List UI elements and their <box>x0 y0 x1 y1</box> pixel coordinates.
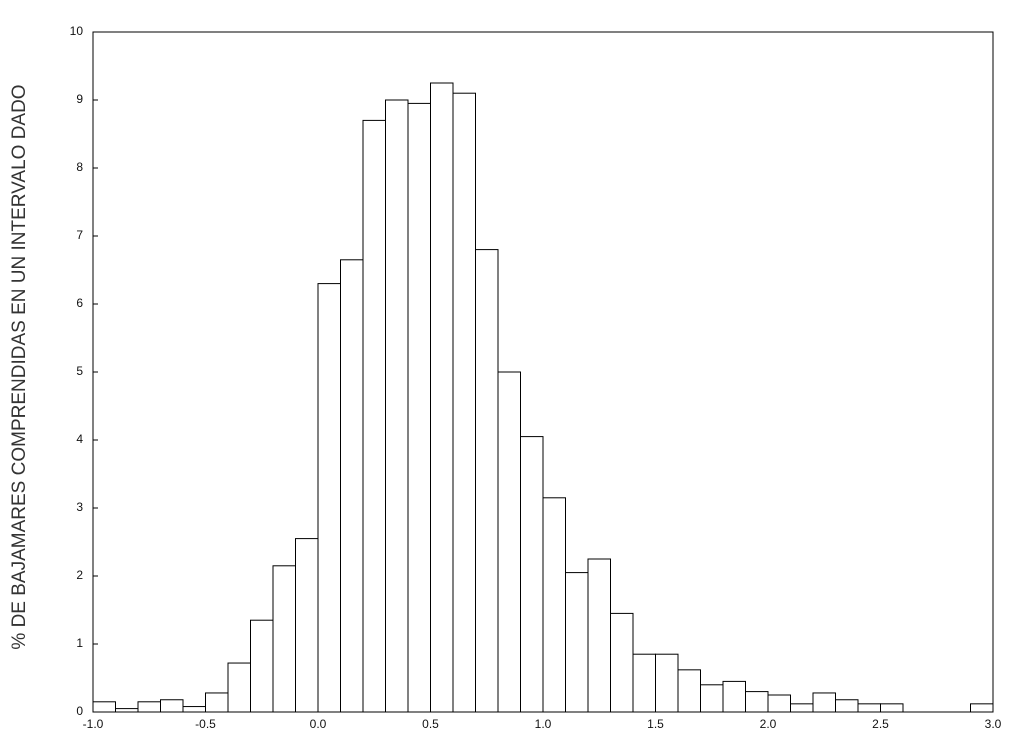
bar <box>767 694 791 713</box>
bar <box>340 259 364 713</box>
bar <box>115 708 139 713</box>
y-tick-label: 5 <box>76 364 83 378</box>
x-tick-label: 3.0 <box>985 717 1002 731</box>
bar <box>137 701 161 713</box>
y-tick-label: 9 <box>76 92 83 106</box>
y-tick-label: 7 <box>76 228 83 242</box>
bar <box>205 692 229 713</box>
bar <box>700 684 724 713</box>
bar <box>430 82 454 713</box>
y-tick-label: 6 <box>76 296 83 310</box>
x-tick-label: 0.0 <box>310 717 327 731</box>
bar <box>880 703 904 713</box>
bar <box>610 612 634 713</box>
bar <box>835 699 859 713</box>
y-tick-label: 8 <box>76 160 83 174</box>
y-tick-label: 10 <box>70 24 84 38</box>
bar <box>497 371 521 713</box>
bar <box>160 699 184 713</box>
x-tick-label: 0.5 <box>422 717 439 731</box>
bar <box>407 102 431 713</box>
bar <box>677 669 701 713</box>
bar <box>970 703 994 713</box>
y-tick-label: 4 <box>76 432 83 446</box>
bar <box>452 92 476 713</box>
y-tick-label: 1 <box>76 636 83 650</box>
bar <box>857 703 881 713</box>
bar <box>520 436 544 713</box>
x-tick-label: 2.5 <box>872 717 889 731</box>
y-axis-label: % DE BAJAMARES COMPRENDIDAS EN UN INTERV… <box>9 84 30 649</box>
y-tick-label: 3 <box>76 500 83 514</box>
bar <box>655 653 679 713</box>
x-tick-label: -1.0 <box>83 717 104 731</box>
x-tick-label: 1.0 <box>535 717 552 731</box>
bar <box>227 662 251 713</box>
bar <box>565 572 589 713</box>
bar <box>317 283 341 713</box>
bar <box>790 703 814 713</box>
bar <box>812 692 836 713</box>
x-tick-label: 1.5 <box>647 717 664 731</box>
bar <box>295 538 319 713</box>
bar <box>722 680 746 713</box>
bar <box>587 558 611 713</box>
bar <box>632 653 656 713</box>
y-tick-label: 2 <box>76 568 83 582</box>
bar <box>272 565 296 713</box>
bar <box>745 691 769 713</box>
x-tick-label: -0.5 <box>195 717 216 731</box>
bar <box>385 99 409 713</box>
y-tick-label: 0 <box>76 704 83 718</box>
bar <box>475 249 499 713</box>
bar <box>92 701 116 713</box>
bar <box>542 497 566 713</box>
bar <box>182 706 206 713</box>
bar <box>250 619 274 713</box>
bar <box>362 119 386 713</box>
x-tick-label: 2.0 <box>760 717 777 731</box>
